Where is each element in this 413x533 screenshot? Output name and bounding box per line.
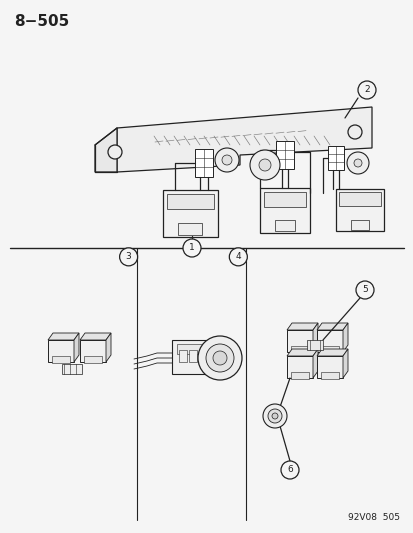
Circle shape <box>206 344 233 372</box>
Bar <box>327 146 343 170</box>
Text: 5: 5 <box>361 286 367 295</box>
Text: 8−505: 8−505 <box>14 14 69 29</box>
Polygon shape <box>80 333 111 340</box>
Bar <box>171 340 209 374</box>
Text: 1: 1 <box>189 244 195 253</box>
Polygon shape <box>312 323 317 352</box>
Text: 4: 4 <box>235 252 240 261</box>
Circle shape <box>214 148 238 172</box>
Bar <box>274 220 294 231</box>
Circle shape <box>197 336 242 380</box>
Bar <box>52 356 70 363</box>
Circle shape <box>259 159 271 171</box>
Polygon shape <box>74 333 79 362</box>
Bar <box>306 340 322 350</box>
Polygon shape <box>316 323 347 330</box>
Polygon shape <box>95 128 117 172</box>
Circle shape <box>119 248 137 266</box>
Circle shape <box>108 145 122 159</box>
Circle shape <box>229 248 247 266</box>
Bar <box>316 330 342 352</box>
Bar <box>290 346 308 353</box>
Circle shape <box>249 150 279 180</box>
Polygon shape <box>286 323 317 330</box>
Bar <box>177 344 204 354</box>
Polygon shape <box>342 349 347 378</box>
Circle shape <box>212 351 226 365</box>
Bar <box>338 192 380 206</box>
Bar <box>335 189 383 231</box>
Text: 3: 3 <box>126 252 131 261</box>
Bar <box>84 356 102 363</box>
Circle shape <box>357 81 375 99</box>
Circle shape <box>267 409 281 423</box>
Circle shape <box>280 461 298 479</box>
Bar <box>199 350 206 362</box>
Polygon shape <box>342 323 347 352</box>
Circle shape <box>347 125 361 139</box>
Circle shape <box>183 239 201 257</box>
Bar <box>166 194 214 209</box>
Bar <box>320 372 338 379</box>
Bar <box>178 350 187 362</box>
Bar <box>320 346 338 353</box>
Bar <box>62 364 82 374</box>
Polygon shape <box>106 333 111 362</box>
Bar <box>259 188 309 233</box>
Bar <box>286 356 312 378</box>
Bar <box>195 149 212 177</box>
Bar <box>316 356 342 378</box>
Polygon shape <box>117 107 371 172</box>
Circle shape <box>262 404 286 428</box>
Polygon shape <box>312 349 317 378</box>
Bar <box>290 372 308 379</box>
Bar <box>350 220 368 230</box>
Polygon shape <box>48 333 79 340</box>
Circle shape <box>353 159 361 167</box>
Circle shape <box>355 281 373 299</box>
Bar <box>286 330 312 352</box>
Text: 92V08  505: 92V08 505 <box>347 513 399 522</box>
Bar <box>275 141 293 169</box>
Circle shape <box>346 152 368 174</box>
Bar <box>263 192 305 207</box>
Bar <box>163 190 218 237</box>
Text: 2: 2 <box>363 85 369 94</box>
Polygon shape <box>316 349 347 356</box>
Polygon shape <box>286 349 317 356</box>
Bar <box>80 340 106 362</box>
Bar <box>48 340 74 362</box>
Circle shape <box>221 155 231 165</box>
Text: 6: 6 <box>287 465 292 474</box>
Circle shape <box>271 413 277 419</box>
Bar <box>189 350 197 362</box>
Bar <box>178 223 202 235</box>
